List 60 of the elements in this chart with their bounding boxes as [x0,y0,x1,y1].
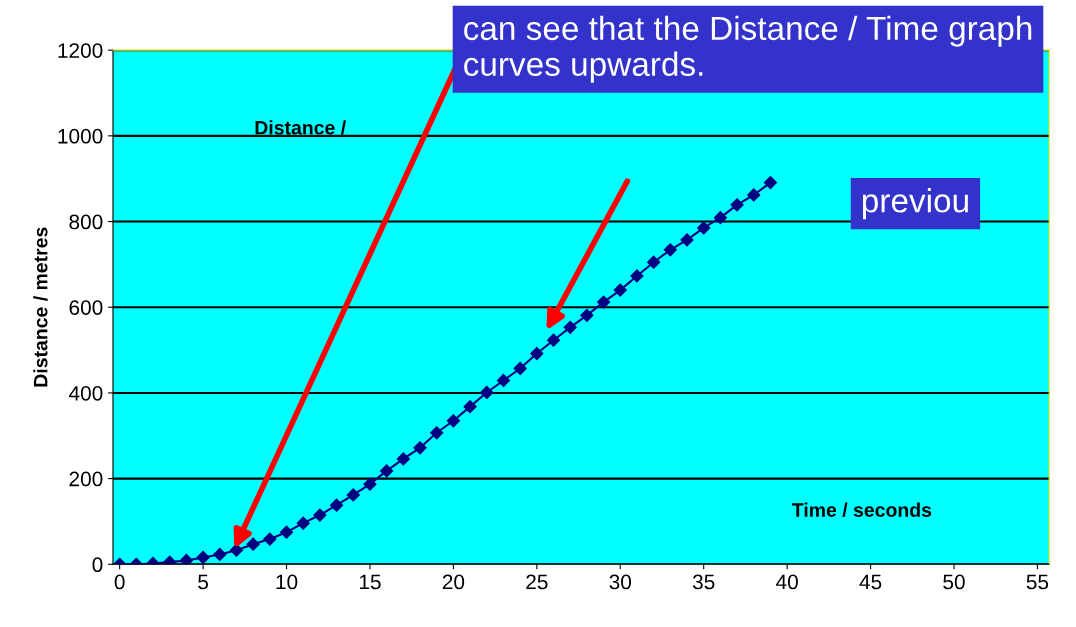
point [279,525,294,539]
point [580,308,594,322]
point [313,508,327,522]
point [463,400,477,414]
point [296,516,310,530]
point [446,414,460,428]
point [697,221,711,235]
x-tick-label: 20 [442,574,465,590]
y-tick-label: 1200 [58,43,103,58]
point [647,255,661,269]
point [413,441,427,455]
x-tick-label: 45 [859,574,882,590]
x-tick-label: 15 [359,574,381,590]
point [730,198,744,212]
x-tick-label: 35 [692,574,715,590]
point [229,543,244,557]
point [747,188,761,202]
point [563,320,577,334]
point [613,283,627,297]
y-tick-label: 0 [92,557,103,573]
point [513,361,527,376]
point [713,211,727,225]
point [763,175,778,190]
x-tick-label: 30 [609,574,632,590]
x-axis-title: Time / seconds [792,502,932,518]
point [680,233,694,247]
x-tick-label: 0 [114,574,125,590]
point [530,346,544,361]
text: Distance / [255,120,346,135]
point [213,547,227,562]
point [496,373,511,388]
point [396,452,410,466]
x-tick-label: 55 [1026,574,1049,590]
point [630,269,644,283]
annotation: previou [862,188,968,220]
x-tick-label: 5 [198,574,209,590]
point [246,537,260,551]
point [546,333,561,347]
y-tick-label: 400 [68,385,103,401]
point [480,385,494,400]
point [263,532,277,546]
y-tick-label: 800 [69,214,103,230]
point [179,553,193,565]
point [430,426,444,440]
point [380,464,394,478]
x-tick-label: 40 [776,574,798,590]
y-tick-label: 1000 [58,128,103,144]
point [346,488,360,502]
y-axis-title: Distance / metres [33,227,48,387]
point [196,550,210,565]
point [663,243,677,257]
point [363,477,377,491]
y-tick-label: 600 [69,300,103,315]
y-tick-label: 200 [69,471,103,487]
point [596,295,611,309]
annotation: can see that the Distance / Time graph curves upwards. [464,15,1032,83]
x-tick-label: 25 [526,574,548,590]
point [329,498,344,512]
x-tick-label: 50 [943,574,965,590]
x-tick-label: 10 [276,574,298,590]
